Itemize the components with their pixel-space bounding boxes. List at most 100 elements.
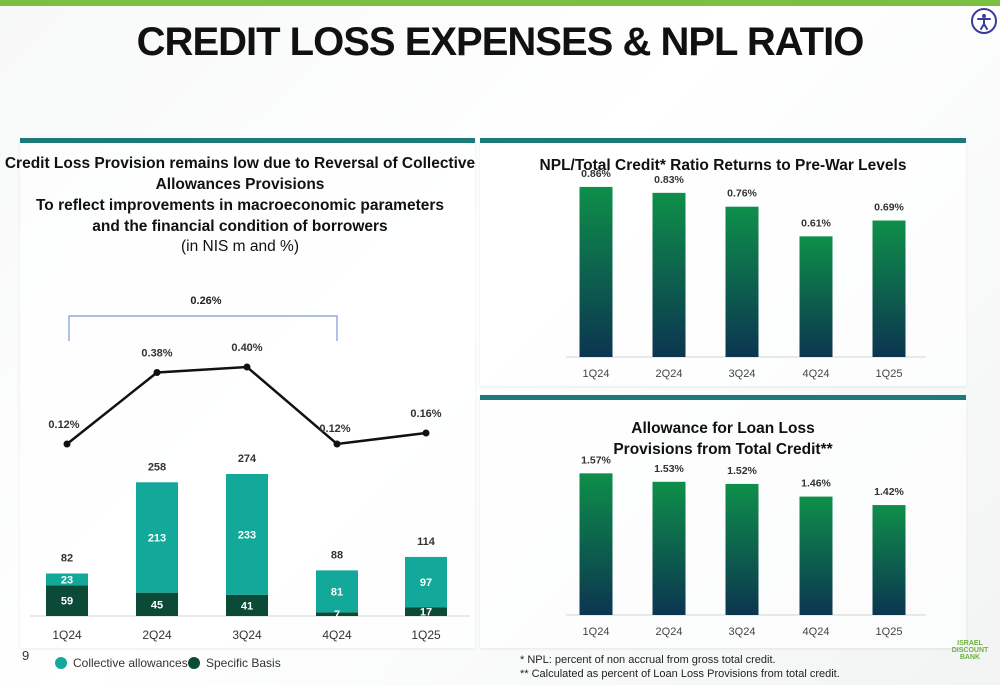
x-tick-label: 4Q24 [803, 626, 830, 638]
bar-data-label: 0.83% [654, 174, 684, 186]
credit-loss-chart: 59 23 82 1Q24 45 213 258 2Q24 41 233 274 3Q24 7 81 88 4… [30, 295, 470, 642]
bar [872, 505, 906, 615]
bar-collective [46, 573, 88, 586]
legend-specific-swatch [188, 657, 200, 669]
bar-specific [136, 592, 178, 616]
bracket-label: 0.26% [190, 295, 221, 307]
specific-data-label: 45 [151, 599, 163, 611]
bar-data-label: 1.53% [654, 463, 684, 475]
total-data-label: 258 [148, 461, 166, 473]
footnote-npl: * NPL: percent of non accrual from gross… [520, 654, 776, 666]
ratio-point [63, 440, 71, 448]
bar [725, 483, 759, 615]
bar-specific [46, 585, 88, 616]
bar [725, 206, 759, 357]
legend-collective: Collective allowances [55, 656, 188, 670]
specific-data-label: 41 [241, 600, 253, 612]
specific-data-label: 59 [61, 596, 73, 608]
x-tick-label: 3Q24 [729, 626, 756, 638]
page-number: 9 [22, 648, 30, 663]
ratio-point [333, 440, 341, 448]
bar [799, 496, 833, 615]
x-tick-label: 2Q24 [142, 628, 172, 642]
bar-data-label: 0.86% [581, 168, 611, 180]
collective-data-label: 233 [238, 529, 256, 541]
bar-collective [316, 570, 358, 613]
allowance-chart-title-2: Provisions from Total Credit** [613, 441, 833, 458]
ratio-point [243, 363, 251, 371]
total-data-label: 274 [238, 453, 257, 465]
bar-collective [405, 556, 447, 608]
allowance-chart-title-1: Allowance for Loan Loss [631, 420, 815, 437]
bar-specific [316, 612, 358, 616]
bar [799, 236, 833, 357]
x-tick-label: 1Q25 [411, 628, 441, 642]
npl-chart-title: NPL/Total Credit* Ratio Returns to Pre-W… [539, 157, 907, 174]
bar-collective [226, 474, 268, 595]
bar-data-label: 0.76% [727, 188, 757, 200]
collective-data-label: 23 [61, 574, 73, 586]
x-tick-label: 1Q24 [583, 626, 610, 638]
legend-specific: Specific Basis [188, 656, 281, 670]
left-panel-subtitle: (in NIS m and %) [180, 238, 299, 255]
x-tick-label: 1Q25 [876, 368, 903, 380]
ratio-data-label: 0.12% [48, 419, 79, 431]
footnote-allowance: ** Calculated as percent of Loan Loss Pr… [520, 668, 840, 680]
x-tick-label: 4Q24 [322, 628, 352, 642]
x-tick-label: 1Q24 [52, 628, 82, 642]
panel-strip [480, 138, 966, 143]
logo-line: ISRAEL [957, 640, 983, 647]
bar-data-label: 0.61% [801, 217, 831, 229]
left-panel-title-3: To reflect improvements in macroeconomic… [35, 197, 445, 214]
x-tick-label: 2Q24 [656, 626, 683, 638]
bar-data-label: 0.69% [874, 202, 904, 214]
ratio-data-label: 0.38% [141, 348, 172, 360]
total-data-label: 114 [417, 536, 436, 548]
left-panel-title-4: and the financial condition of borrowers [92, 218, 388, 235]
bar-collective [136, 482, 178, 593]
ratio-point [422, 429, 430, 437]
x-tick-label: 3Q24 [729, 368, 756, 380]
x-tick-label: 2Q24 [656, 368, 683, 380]
accessibility-icon[interactable] [971, 8, 997, 34]
top-accent-bar [0, 0, 1000, 6]
left-panel-title-2: Allowances Provisions [155, 176, 325, 193]
bar [652, 192, 686, 357]
collective-data-label: 97 [420, 577, 432, 589]
total-data-label: 88 [331, 549, 343, 561]
bar-specific [226, 594, 268, 616]
logo-line: DISCOUNT [951, 647, 989, 654]
bar [579, 186, 613, 357]
legend-specific-label: Specific Basis [206, 656, 281, 670]
specific-data-label: 17 [420, 607, 432, 619]
legend-collective-label: Collective allowances [73, 656, 188, 670]
bar-data-label: 1.52% [727, 465, 757, 477]
bar-specific [405, 607, 447, 616]
x-tick-label: 1Q25 [876, 626, 903, 638]
x-tick-label: 3Q24 [232, 628, 262, 642]
x-tick-label: 4Q24 [803, 368, 830, 380]
ratio-point [153, 369, 161, 376]
left-panel-title-1: Credit Loss Provision remains low due to… [4, 155, 476, 172]
ratio-data-label: 0.12% [319, 423, 350, 435]
panel-strip [480, 395, 966, 400]
bracket [68, 315, 338, 341]
page-title: CREDIT LOSS EXPENSES & NPL RATIO [136, 20, 865, 64]
ratio-data-label: 0.16% [410, 408, 441, 420]
collective-data-label: 213 [148, 532, 166, 544]
ratio-data-label: 0.40% [231, 342, 262, 354]
bar-data-label: 1.57% [581, 454, 611, 466]
bar [652, 481, 686, 615]
bank-logo: ISRAEL DISCOUNT BANK [950, 640, 990, 661]
bar-data-label: 1.46% [801, 478, 831, 490]
specific-data-label: 7 [334, 609, 340, 621]
panel-strip [20, 138, 475, 143]
bar [872, 220, 906, 357]
bar [579, 473, 613, 615]
collective-data-label: 81 [331, 586, 343, 598]
x-tick-label: 1Q24 [583, 368, 610, 380]
logo-line: BANK [959, 654, 981, 661]
total-data-label: 82 [61, 553, 73, 565]
